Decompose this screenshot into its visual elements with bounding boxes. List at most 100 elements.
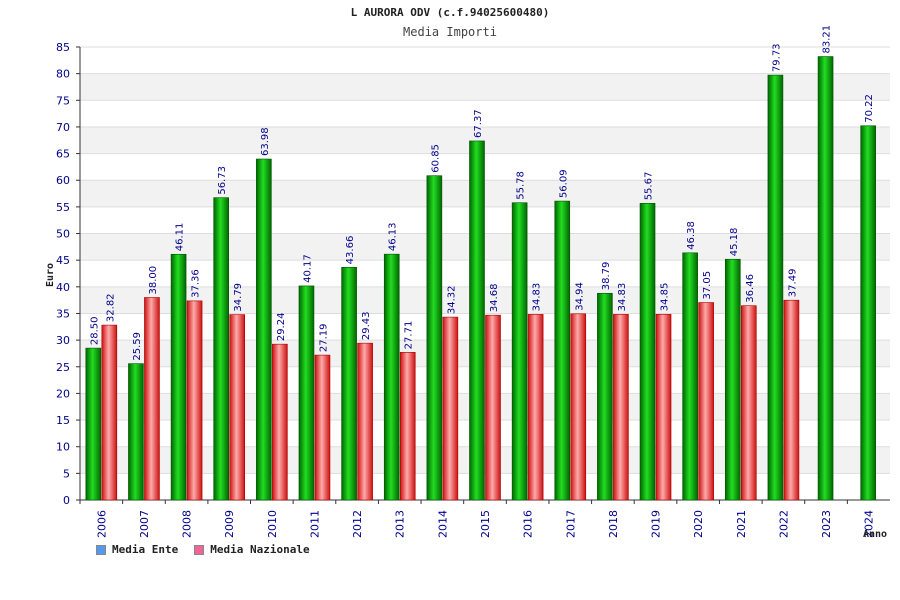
x-tick-label: 2013 — [394, 510, 407, 538]
bar-media-nazionale — [399, 352, 416, 501]
chart-title: L AURORA ODV (c.f.94025600480) — [350, 6, 550, 19]
data-label-media-ente: 79.73 — [771, 43, 782, 72]
chart-subtitle: Media Importi — [403, 25, 497, 39]
x-tick-label: 2007 — [138, 510, 151, 538]
data-label-media-nazionale: 34.68 — [489, 284, 500, 313]
x-tick-label: 2011 — [308, 510, 321, 538]
data-label-media-ente: 67.37 — [473, 109, 484, 138]
x-tick-label: 2016 — [522, 510, 535, 538]
bar-media-nazionale — [314, 354, 331, 501]
data-label-media-ente: 46.13 — [388, 223, 399, 252]
x-tick-label: 2012 — [351, 510, 364, 538]
data-label-media-nazionale: 29.43 — [361, 312, 372, 341]
data-label-media-nazionale: 34.94 — [574, 282, 585, 311]
data-label-media-nazionale: 34.79 — [233, 283, 244, 312]
data-label-media-ente: 60.85 — [430, 144, 441, 173]
bar-media-nazionale — [144, 297, 160, 501]
x-tick-label: 2008 — [181, 510, 194, 538]
legend-label-media-nazionale: Media Nazionale — [210, 543, 310, 556]
bar-media-nazionale — [101, 324, 118, 501]
y-tick-label: 50 — [56, 228, 70, 241]
y-tick-label: 0 — [63, 494, 70, 507]
bar-media-nazionale — [783, 299, 800, 501]
bar-media-nazionale — [570, 313, 587, 501]
bar-media-nazionale — [655, 313, 672, 501]
x-tick-label: 2018 — [607, 510, 620, 538]
grid-band — [80, 126, 890, 154]
x-tick-label: 2022 — [777, 510, 790, 538]
data-label-media-ente: 83.21 — [822, 25, 833, 54]
data-label-media-nazionale: 34.83 — [617, 283, 628, 312]
y-tick-label: 20 — [56, 387, 70, 400]
bar-media-nazionale — [229, 314, 246, 501]
data-label-media-nazionale: 27.71 — [404, 321, 415, 350]
y-tick-label: 80 — [56, 68, 70, 81]
bar-media-ente — [469, 140, 485, 501]
x-axis-label: Anno — [863, 529, 887, 540]
data-label-media-nazionale: 36.46 — [745, 274, 756, 303]
bar-media-nazionale — [186, 300, 203, 501]
bar-media-ente — [817, 56, 834, 501]
y-tick-label: 40 — [56, 281, 70, 294]
legend-item-media-nazionale: Media Nazionale — [194, 543, 310, 556]
legend-swatch-media-nazionale — [194, 544, 205, 555]
bar-media-nazionale — [442, 316, 459, 501]
bar-media-ente — [767, 74, 784, 501]
data-label-media-nazionale: 37.05 — [702, 271, 713, 300]
x-tick-label: 2006 — [95, 510, 108, 538]
bar-media-nazionale — [272, 343, 288, 501]
bar-media-ente — [511, 202, 528, 501]
bar-media-ente — [682, 252, 698, 501]
bar-media-ente — [256, 158, 272, 501]
x-tick-label: 2009 — [223, 510, 236, 538]
data-label-media-ente: 55.67 — [644, 172, 655, 201]
data-label-media-nazionale: 29.24 — [276, 313, 287, 342]
bar-media-ente — [639, 203, 656, 501]
bar-media-ente — [341, 267, 357, 501]
y-tick-label: 30 — [56, 334, 70, 347]
bar-media-nazionale — [357, 342, 373, 501]
y-tick-label: 35 — [56, 307, 70, 320]
bar-media-nazionale — [740, 305, 757, 501]
data-label-media-ente: 38.79 — [601, 262, 612, 291]
grid-band — [80, 47, 890, 74]
x-tick-label: 2015 — [479, 510, 492, 538]
legend-swatch-media-ente — [96, 544, 106, 555]
data-label-media-nazionale: 34.32 — [446, 285, 457, 314]
y-tick-label: 25 — [56, 361, 70, 374]
data-label-media-nazionale: 37.36 — [191, 269, 202, 298]
y-tick-label: 65 — [56, 148, 70, 161]
data-label-media-nazionale: 34.83 — [532, 283, 543, 312]
data-label-media-nazionale: 37.49 — [787, 269, 798, 298]
y-tick-label: 55 — [56, 201, 70, 214]
y-axis-label: Euro — [45, 263, 56, 287]
bar-media-ente — [597, 292, 613, 501]
x-tick-label: 2021 — [735, 510, 748, 538]
data-label-media-ente: 70.22 — [864, 94, 875, 123]
data-label-media-ente: 56.73 — [217, 166, 228, 195]
data-label-media-ente: 46.11 — [175, 223, 186, 252]
grid-band — [80, 73, 890, 101]
data-label-media-ente: 25.59 — [132, 332, 143, 361]
y-tick-label: 15 — [56, 414, 70, 427]
data-label-media-nazionale: 27.19 — [318, 323, 329, 352]
y-tick-label: 60 — [56, 174, 70, 187]
bar-media-ente — [298, 285, 315, 501]
x-tick-label: 2014 — [436, 510, 449, 538]
legend-label-media-ente: Media Ente — [112, 543, 179, 556]
y-tick-label: 5 — [63, 467, 70, 480]
bar-media-ente — [554, 200, 571, 501]
x-tick-label: 2017 — [564, 510, 577, 538]
data-label-media-nazionale: 38.00 — [148, 266, 159, 295]
bar-media-ente — [128, 363, 144, 501]
x-tick-label: 2023 — [820, 510, 833, 538]
bar-media-nazionale — [527, 314, 544, 501]
y-tick-label: 70 — [56, 121, 70, 134]
data-label-media-ente: 56.09 — [558, 169, 569, 198]
y-tick-label: 75 — [56, 94, 70, 107]
bar-media-ente — [383, 253, 400, 501]
grid-band — [80, 153, 890, 181]
legend-item-media-ente: Media Ente — [96, 543, 178, 556]
data-label-media-ente: 45.18 — [729, 228, 740, 257]
